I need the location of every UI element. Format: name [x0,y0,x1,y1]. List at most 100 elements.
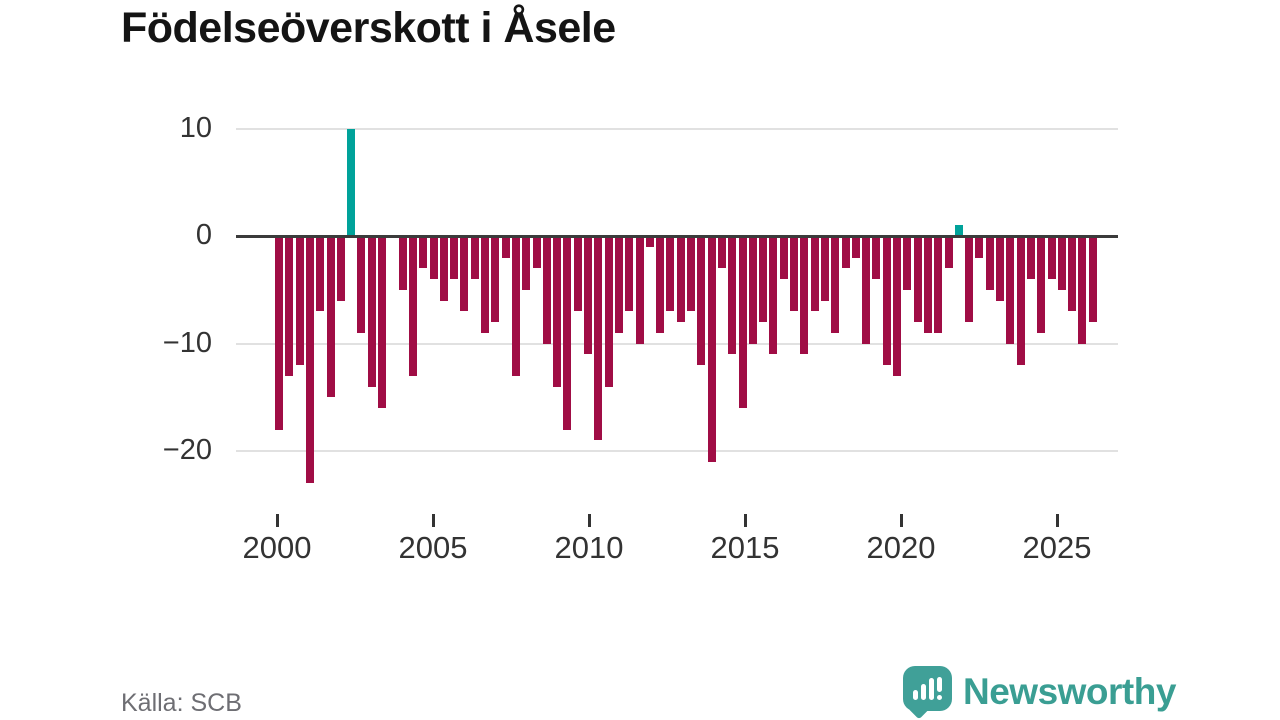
bar-negative [511,236,520,376]
bar-negative [1037,236,1046,333]
bar-negative [584,236,592,355]
bar-negative [872,236,881,279]
bar-negative [656,236,665,333]
y-axis-label--20: −20 [162,434,212,466]
bar-negative [1016,236,1025,365]
bar-negative [635,236,644,344]
bar-negative [769,236,778,355]
bar-positive [347,128,356,236]
bar-negative [336,236,345,301]
x-axis-label-2010: 2010 [554,530,624,565]
newsworthy-logo-icon [903,666,952,720]
bar-negative [563,236,572,430]
bar-negative [316,236,325,312]
bar-negative [1047,236,1056,279]
bar-negative [913,236,922,322]
bar-negative [542,236,551,344]
bar-positive [954,225,963,236]
bar-negative [996,236,1004,301]
bar-negative [1078,236,1087,344]
x-tick-2005 [431,514,435,527]
x-tick-2025 [1055,514,1059,527]
bar-negative [800,236,809,355]
logo-bubble [903,666,952,711]
x-tick-2010 [587,514,591,527]
bar-negative [965,236,974,322]
bar-negative [944,236,953,269]
bar-negative [820,236,829,301]
x-axis-label-2005: 2005 [398,530,468,565]
bar-negative [614,236,623,333]
bar-negative [934,236,943,333]
bar-negative [450,236,459,279]
newsworthy-logo-text: Newsworthy [963,671,1176,712]
bar-negative [666,236,675,312]
x-tick-2020 [899,514,903,527]
bar-negative [738,236,747,408]
bar-negative [553,236,562,387]
bar-negative [1006,236,1015,344]
bar-negative [1057,236,1066,290]
logo-exclamation-dot [937,695,942,700]
bar-negative [985,236,994,290]
x-axis-label-2015: 2015 [710,530,780,565]
y-axis-label-0: 0 [195,219,212,251]
bar-negative [851,236,860,258]
bar-negative [295,236,304,365]
bar-negative [975,236,984,258]
bar-negative [305,236,314,484]
bar-negative [594,236,603,441]
newsworthy-logo: Newsworthy [903,666,1176,720]
bar-negative [1068,236,1077,312]
bar-negative [398,236,407,290]
bar-negative [1026,236,1035,279]
bar-negative [357,236,366,333]
bar-negative [470,236,479,279]
bar-negative [645,236,654,247]
bar-negative [573,236,582,312]
bar-negative [378,236,386,408]
logo-bar-small [913,690,918,700]
bar-negative [893,236,901,376]
x-axis-zero-line [236,234,1118,238]
source-note: Källa: SCB [121,689,242,717]
bar-negative [790,236,798,312]
bar-negative [408,236,417,376]
bar-negative [275,236,283,430]
bar-negative [439,236,448,301]
bar-negative [491,236,500,322]
bar-negative [903,236,912,290]
bar-negative [604,236,613,387]
bar-negative [831,236,840,333]
bar-negative [481,236,489,333]
gridline-y--20 [236,450,1118,452]
bar-negative [460,236,469,312]
bar-negative [326,236,335,398]
y-axis-label-10: 10 [179,111,212,144]
bar-negative [841,236,850,269]
x-tick-2015 [743,514,747,527]
logo-bar-tall [929,678,934,700]
chart-title: Födelseöverskott i Åsele [121,4,616,52]
bar-negative [522,236,531,290]
bar-negative [923,236,932,333]
bar-negative [810,236,819,312]
bar-negative [728,236,737,355]
bar-negative [532,236,541,269]
bar-negative [429,236,438,279]
bar-negative [501,236,510,258]
bar-negative [759,236,768,322]
bar-negative [862,236,871,344]
bar-negative [707,236,716,462]
bar-negative [676,236,685,322]
bar-negative [882,236,891,365]
bar-negative [419,236,428,269]
bar-negative [367,236,376,387]
bar-negative [717,236,726,269]
bar-negative [748,236,757,344]
logo-bar-medium [921,684,926,700]
bar-negative [625,236,634,312]
gridline-y-10 [236,127,1118,130]
